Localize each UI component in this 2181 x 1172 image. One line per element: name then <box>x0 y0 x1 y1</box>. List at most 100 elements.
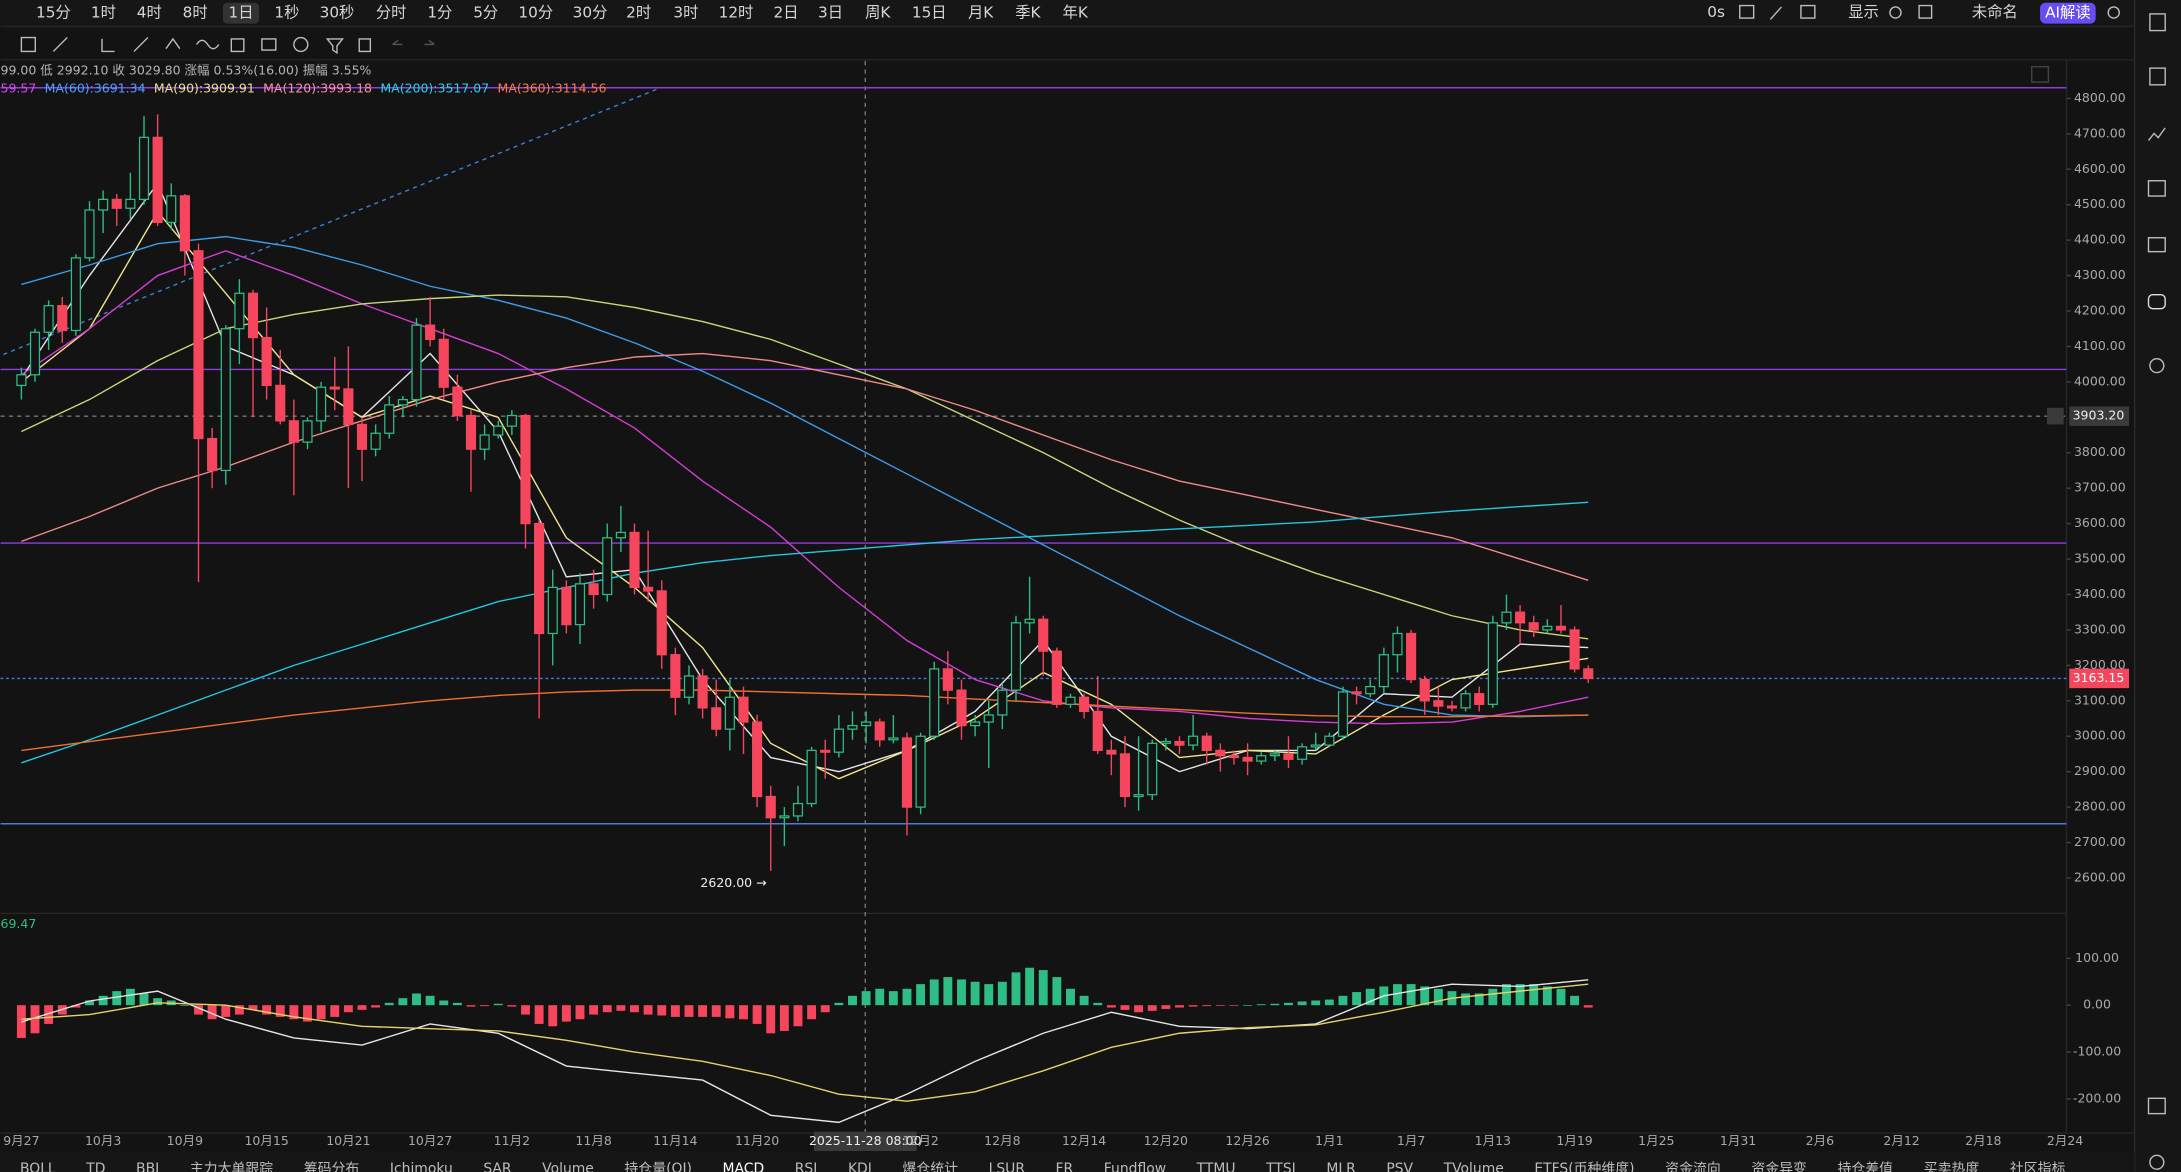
tool-icon[interactable] <box>52 37 68 52</box>
indicator-tab[interactable]: BBI <box>136 1161 159 1172</box>
timeframe[interactable]: 15日 <box>912 4 947 22</box>
layout-name[interactable]: 未命名 <box>1972 3 2018 21</box>
sidebar-icon[interactable] <box>2147 180 2166 197</box>
indicator-tab[interactable]: 资金异变 <box>1751 1161 1807 1172</box>
timeframe[interactable]: 1秒 <box>274 4 299 22</box>
ohlc-legend: 99.00 低 2992.10 收 3029.80 涨幅 0.53%(16.00… <box>1 62 372 77</box>
note-icon[interactable] <box>1800 4 1816 19</box>
indicator-tab[interactable]: MLR <box>1326 1161 1356 1172</box>
share-icon[interactable] <box>2107 6 2120 19</box>
tool-icon[interactable] <box>358 38 372 53</box>
indicator-tab[interactable]: 社区指标 <box>2010 1161 2066 1172</box>
timer[interactable]: 0s <box>1707 3 1725 21</box>
macd-histogram-bar <box>112 991 122 1006</box>
indicator-tab[interactable]: 持仓量(OI) <box>624 1161 692 1172</box>
macd-y-tick-label: -100.00 <box>2073 1044 2121 1059</box>
timeframe[interactable]: 1分 <box>427 4 452 22</box>
indicator-tab[interactable]: 主力大单跟踪 <box>190 1161 273 1172</box>
timeframe[interactable]: 5分 <box>473 4 498 22</box>
tool-icon[interactable] <box>20 36 36 53</box>
timeframe[interactable]: 1时 <box>91 4 116 22</box>
indicator-tab[interactable]: 资金流向 <box>1665 1161 1721 1172</box>
macd-histogram-bar <box>316 1005 326 1020</box>
timeframe[interactable]: 10分 <box>518 4 553 22</box>
indicator-tab[interactable]: SAR <box>483 1161 512 1172</box>
timeframe[interactable]: 1日 <box>229 4 254 22</box>
indicator-tab[interactable]: 买卖热度 <box>1924 1161 1980 1172</box>
settings-icon[interactable] <box>1889 6 1902 19</box>
indicator-tab[interactable]: 持仓差值 <box>1838 1161 1894 1172</box>
indicator-tab[interactable]: LSUR <box>989 1161 1026 1172</box>
macd-histogram-bar <box>888 991 898 1006</box>
indicator-tab[interactable]: PSV <box>1386 1161 1413 1172</box>
timeframe[interactable]: 12时 <box>719 4 754 22</box>
tool-icon[interactable] <box>424 39 435 46</box>
indicator-tab[interactable]: 爆仓统计 <box>902 1161 958 1172</box>
tool-icon[interactable] <box>325 38 344 55</box>
sidebar-icon[interactable] <box>2149 67 2166 86</box>
indicator-tab[interactable]: Ichimoku <box>390 1161 453 1172</box>
macd-y-tick-label: 0.00 <box>2083 997 2111 1012</box>
camera-icon[interactable] <box>1739 4 1755 19</box>
candle-body <box>316 386 327 422</box>
sidebar-icon[interactable] <box>2149 357 2165 374</box>
tool-icon[interactable] <box>392 39 403 46</box>
sidebar-icon[interactable] <box>2147 1097 2166 1115</box>
timeframe[interactable]: 30分 <box>573 4 608 22</box>
tool-icon[interactable] <box>230 38 245 53</box>
candle-body <box>179 195 190 252</box>
timeframe[interactable]: 年K <box>1063 4 1089 22</box>
display-menu[interactable]: 显示 <box>1848 3 1879 21</box>
indicator-tab[interactable]: Volume <box>542 1161 594 1172</box>
timeframe[interactable]: 8时 <box>183 4 208 22</box>
y-tick-label: 2900.00 <box>2074 763 2126 778</box>
tool-icon[interactable] <box>261 38 277 51</box>
tool-icon[interactable] <box>195 39 220 50</box>
timeframe-selected <box>222 2 260 24</box>
timeframe[interactable]: 3时 <box>673 4 698 22</box>
ai-button[interactable] <box>2040 2 2096 24</box>
macd-histogram-bar <box>412 993 421 1006</box>
timeframe[interactable]: 3日 <box>818 4 843 22</box>
candle-body <box>643 586 654 592</box>
indicator-tab[interactable]: TTSI <box>1265 1161 1296 1172</box>
indicator-tab[interactable]: RSI <box>795 1161 818 1172</box>
indicator-tab[interactable]: 筹码分布 <box>304 1160 360 1172</box>
indicator-tab[interactable]: TVolume <box>1443 1161 1504 1172</box>
timeframe[interactable]: 周K <box>865 4 891 22</box>
timeframe[interactable]: 分时 <box>376 4 407 22</box>
tool-icon[interactable] <box>165 37 181 50</box>
indicator-tab[interactable]: Fundflow <box>1104 1161 1166 1172</box>
tool-icon[interactable] <box>133 37 149 52</box>
drawing-tools <box>20 36 435 55</box>
sidebar-icon[interactable] <box>2147 294 2166 310</box>
timeframe[interactable]: 季K <box>1015 4 1041 22</box>
indicator-tab[interactable]: TD <box>85 1161 105 1172</box>
timeframe[interactable]: 4时 <box>137 4 162 22</box>
candle-body <box>193 250 204 440</box>
sidebar-icon[interactable] <box>2149 1154 2165 1170</box>
indicator-tab[interactable]: ETFS(币种维度) <box>1534 1161 1634 1172</box>
edit-icon[interactable] <box>1769 6 1782 20</box>
candle-body <box>1106 749 1117 755</box>
indicator-tab[interactable]: BOLL <box>20 1161 56 1172</box>
tool-icon[interactable] <box>293 36 309 53</box>
indicator-tab[interactable]: TTMU <box>1196 1161 1236 1172</box>
fullscreen-icon[interactable] <box>1918 4 1933 19</box>
macd-histogram-bar <box>1079 995 1089 1006</box>
indicator-tab[interactable]: KDJ <box>848 1161 872 1172</box>
timeframe[interactable]: 2日 <box>774 4 799 22</box>
indicator-tab[interactable]: FR <box>1056 1161 1074 1172</box>
macd-histogram-bar <box>507 1005 517 1007</box>
sidebar-icon[interactable] <box>2149 13 2166 32</box>
x-tick-label: 1月25 <box>1638 1133 1674 1148</box>
ai-button-label[interactable]: AI解读 <box>2045 4 2091 22</box>
timeframe[interactable]: 2时 <box>626 4 651 22</box>
sidebar-icon[interactable] <box>2147 127 2166 141</box>
timeframe[interactable]: 15分 <box>36 4 71 22</box>
sidebar-icon[interactable] <box>2147 237 2166 253</box>
timeframe[interactable]: 月K <box>968 4 994 22</box>
indicator-tab[interactable]: MACD <box>723 1161 765 1172</box>
timeframe[interactable]: 30秒 <box>320 4 355 22</box>
tool-icon[interactable] <box>101 38 115 53</box>
